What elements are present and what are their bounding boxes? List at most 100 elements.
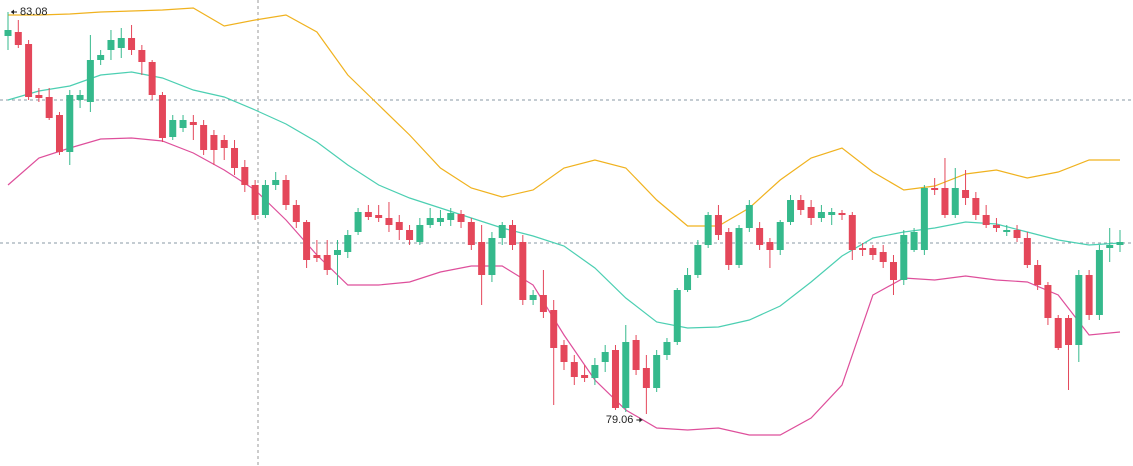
candle-body <box>1075 275 1083 345</box>
candle-body <box>292 205 300 222</box>
band-line <box>7 71 1121 329</box>
candle-body <box>611 350 619 408</box>
candle-body <box>426 218 434 225</box>
candle-body <box>395 222 403 230</box>
candle-body <box>714 215 722 235</box>
candle-body <box>416 225 424 242</box>
candle-body <box>859 248 867 250</box>
candle-body <box>807 207 815 218</box>
candle-body <box>622 342 630 408</box>
candle-body <box>323 255 331 270</box>
candle-body <box>570 362 578 377</box>
band-line <box>7 137 1121 436</box>
candle-body <box>787 200 795 222</box>
candle-body <box>86 60 94 102</box>
candle-body <box>735 228 743 265</box>
candle-body <box>869 248 877 255</box>
candle-body <box>364 212 372 217</box>
candle-body <box>529 295 537 300</box>
candle-body <box>1054 318 1062 348</box>
candle-body <box>35 95 43 98</box>
candle-body <box>745 205 753 228</box>
candle-body <box>220 140 228 148</box>
candle-body <box>45 97 53 118</box>
candle-body <box>241 167 249 185</box>
candle-body <box>1085 275 1093 315</box>
candle-body <box>539 295 547 312</box>
candle-body <box>509 225 517 245</box>
candle-body <box>117 38 125 48</box>
candle-body <box>385 218 393 225</box>
candle-body <box>992 225 1000 228</box>
candle-body <box>900 235 908 280</box>
candle-body <box>941 188 949 215</box>
candle-body <box>694 245 702 275</box>
candle-body <box>169 120 177 137</box>
candle-body <box>231 148 239 168</box>
candle-body <box>138 50 146 62</box>
candle-body <box>591 365 599 378</box>
candle-body <box>879 252 887 262</box>
candle-body <box>1013 230 1021 238</box>
candle-body <box>653 355 661 388</box>
candle-body <box>344 235 352 252</box>
candle-body <box>76 95 84 100</box>
candle-body <box>303 222 311 260</box>
candle-body <box>601 352 609 362</box>
candle-body <box>210 135 218 150</box>
candle-body <box>663 342 671 355</box>
candle-body <box>261 185 269 215</box>
candle-body <box>4 30 12 36</box>
candle-body <box>632 340 640 370</box>
candle-body <box>1034 265 1042 285</box>
candle-body <box>158 95 166 138</box>
candle-body <box>1044 285 1052 318</box>
candle-body <box>684 275 692 290</box>
candle-body <box>282 180 290 205</box>
candle-body <box>354 212 362 232</box>
candle-body <box>797 200 805 210</box>
candle-body <box>55 115 63 152</box>
candle-body <box>107 40 115 50</box>
candle-body <box>272 180 280 185</box>
candle-body <box>848 215 856 250</box>
candle-body <box>725 232 733 265</box>
candle-body <box>519 242 527 300</box>
candle-body <box>889 262 897 280</box>
candle-body <box>910 232 918 250</box>
candle-body <box>333 250 341 255</box>
min-arrow-head <box>639 417 643 423</box>
candle-body <box>776 222 784 250</box>
candle-body <box>97 55 105 60</box>
candle-body <box>436 218 444 222</box>
candle-body <box>251 185 259 215</box>
candle-body <box>375 215 383 218</box>
candle-body <box>962 190 970 198</box>
candle-body <box>560 345 568 362</box>
candle-body <box>1023 238 1031 265</box>
candle-body <box>920 188 928 250</box>
candle-body <box>447 213 455 220</box>
max-arrow-head <box>11 9 14 15</box>
candle-body <box>642 368 650 388</box>
candle-body <box>704 215 712 245</box>
candle-body <box>200 125 208 150</box>
candle-body <box>1106 245 1114 248</box>
candle-body <box>1116 242 1124 245</box>
candle-body <box>457 214 465 222</box>
min-label: 79.06 <box>606 414 634 426</box>
candle-body <box>498 225 506 238</box>
candle-body <box>972 198 980 215</box>
candle-body <box>550 310 558 348</box>
max-label: 83.08 <box>20 6 48 18</box>
candle-body <box>66 95 74 152</box>
candle-body <box>148 62 156 95</box>
candle-body <box>14 32 22 45</box>
candle-body <box>406 230 414 240</box>
candle-body <box>766 242 774 250</box>
candle-body <box>1065 318 1073 345</box>
candle-body <box>982 215 990 225</box>
candle-body <box>313 255 321 258</box>
candle-body <box>189 122 197 125</box>
